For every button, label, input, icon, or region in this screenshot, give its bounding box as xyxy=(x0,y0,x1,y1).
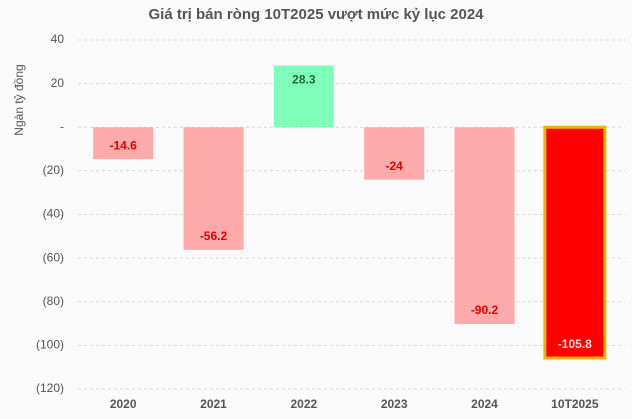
y-tick-label: (60) xyxy=(43,250,64,264)
x-tick-label: 2022 xyxy=(290,397,317,411)
bar xyxy=(364,127,425,180)
data-label: -24 xyxy=(385,159,403,173)
y-tick-label: (20) xyxy=(43,163,64,177)
y-axis-label: Ngàn tỷ đồng xyxy=(12,64,26,135)
bar xyxy=(273,65,334,128)
chart-title: Giá trị bán ròng 10T2025 vượt mức kỷ lục… xyxy=(148,6,484,23)
x-tick-label: 2020 xyxy=(110,397,137,411)
data-label: -90.2 xyxy=(471,303,499,317)
bar xyxy=(183,127,244,250)
y-tick-label: (40) xyxy=(43,207,64,221)
data-label: -14.6 xyxy=(109,138,137,152)
y-tick-label: 20 xyxy=(51,76,65,90)
y-tick-label: (80) xyxy=(43,294,64,308)
data-label: 28.3 xyxy=(292,73,316,87)
y-tick-label: 40 xyxy=(51,32,65,46)
y-tick-label: - xyxy=(60,119,64,133)
x-tick-label: 2024 xyxy=(471,397,498,411)
x-tick-label: 10T2025 xyxy=(551,397,599,411)
bar xyxy=(93,127,154,160)
x-tick-label: 2023 xyxy=(381,397,408,411)
data-label: -56.2 xyxy=(200,229,228,243)
x-tick-label: 2021 xyxy=(200,397,227,411)
bar xyxy=(543,125,607,360)
data-label: -105.8 xyxy=(558,337,592,351)
y-tick-label: (120) xyxy=(36,381,64,395)
y-tick-label: (100) xyxy=(36,338,64,352)
bar xyxy=(454,127,515,324)
